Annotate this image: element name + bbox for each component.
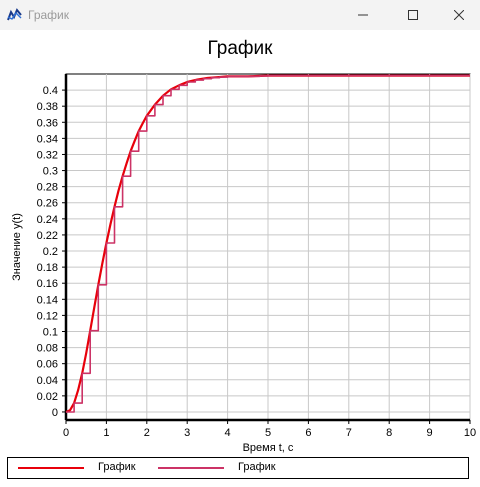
y-tick-label: 0.06 [37, 359, 58, 371]
x-tick-label: 6 [305, 427, 311, 439]
legend-swatch-1 [18, 467, 84, 469]
y-tick-label: 0.02 [37, 391, 58, 403]
maximize-button[interactable] [390, 0, 436, 30]
window-title: График [28, 8, 69, 22]
y-tick-label: 0.16 [37, 278, 58, 290]
x-tick-label: 3 [184, 427, 190, 439]
y-tick-label: 0.32 [37, 149, 58, 161]
close-icon [454, 10, 464, 20]
x-tick-label: 9 [427, 427, 433, 439]
legend-label-2: График [238, 461, 276, 473]
title-bar: График [0, 0, 480, 30]
y-tick-label: 0.28 [37, 182, 58, 194]
x-tick-label: 5 [265, 427, 271, 439]
y-tick-label: 0.18 [37, 262, 58, 274]
minimize-icon [358, 14, 368, 16]
y-tick-label: 0.04 [37, 375, 58, 387]
y-tick-label: 0.14 [37, 294, 58, 306]
legend: График График [7, 457, 469, 479]
y-tick-label: 0.24 [37, 214, 58, 226]
x-axis-label: Время t, с [243, 442, 294, 454]
chart: 0 0.02 0.04 0.06 0.08 0.1 0.12 0.14 0.16 0.18 0.2 0… [11, 73, 476, 454]
y-tick-label: 0.1 [43, 326, 58, 338]
x-tick-label: 4 [225, 427, 231, 439]
maximize-icon [408, 10, 418, 20]
y-axis-label: Значение y(t) [11, 213, 23, 281]
series-line-2 [66, 74, 470, 413]
y-tick-label: 0.36 [37, 117, 58, 129]
x-tick-label: 2 [144, 427, 150, 439]
y-tick-label: 0.4 [43, 85, 58, 97]
close-button[interactable] [436, 0, 480, 30]
y-tick-label: 0.34 [37, 133, 58, 145]
y-tick-label: 0.3 [43, 166, 58, 178]
minimize-button[interactable] [340, 0, 386, 30]
y-tick-label: 0.08 [37, 343, 58, 355]
x-tick-label: 1 [103, 427, 109, 439]
y-tick-label: 0.12 [37, 310, 58, 322]
x-tick-label: 0 [63, 427, 69, 439]
y-tick-label: 0.2 [43, 246, 58, 258]
y-tick-label: 0.38 [37, 101, 58, 113]
x-tick-label: 8 [386, 427, 392, 439]
chart-app-icon [7, 8, 22, 21]
x-tick-label: 10 [464, 427, 476, 439]
y-tick-label: 0.26 [37, 198, 58, 210]
y-tick-label: 0.22 [37, 230, 58, 242]
chart-title: График [207, 38, 273, 59]
x-tick-label: 7 [346, 427, 352, 439]
legend-swatch-2 [158, 467, 224, 469]
y-tick-label: 0 [52, 407, 58, 419]
legend-label-1: График [98, 461, 136, 473]
